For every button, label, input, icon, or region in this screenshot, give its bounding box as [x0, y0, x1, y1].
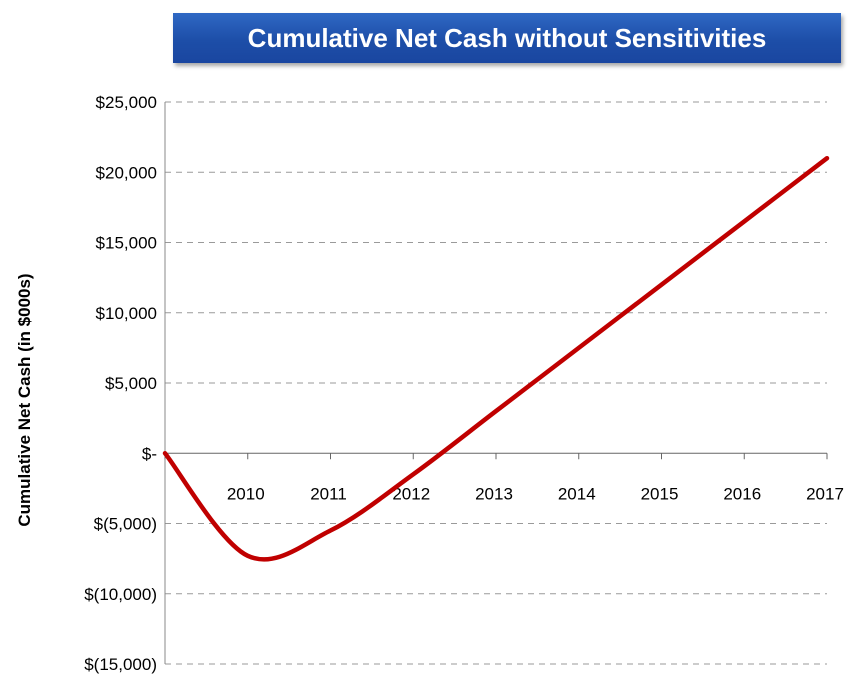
y-tick-label: $20,000 [96, 163, 157, 182]
x-axis: 2010 2011 2012 2013 2014 2015 2016 2017 [164, 452, 844, 503]
x-tick-label: 2016 [723, 484, 761, 503]
y-tick-label: $15,000 [96, 234, 157, 253]
x-tick-label: 2011 [310, 484, 347, 503]
x-tick-label: 2013 [475, 484, 513, 503]
x-tick-label: 2014 [558, 484, 596, 503]
y-tick-label: $(10,000) [84, 585, 157, 604]
y-tick-label: $5,000 [105, 374, 157, 393]
chart-title-box: Cumulative Net Cash without Sensitivitie… [173, 13, 841, 63]
y-tick-label: $- [142, 444, 157, 463]
x-tick-label: 2015 [641, 484, 679, 503]
y-tick-label: $(5,000) [94, 515, 157, 534]
x-tick-label: 2012 [392, 484, 430, 503]
y-tick-label: $10,000 [96, 304, 157, 323]
series-layer [162, 155, 830, 562]
y-tick-label: $25,000 [96, 93, 157, 112]
y-tick-label: $(15,000) [84, 655, 157, 674]
gridlines [164, 101, 827, 665]
chart-title: Cumulative Net Cash without Sensitivitie… [247, 22, 767, 53]
x-tick-label: 2017 [806, 484, 844, 503]
x-tick-label: 2010 [227, 484, 265, 503]
y-axis-ticks: $25,000 $20,000 $15,000 $10,000 $5,000 $- $(5,… [84, 93, 157, 674]
